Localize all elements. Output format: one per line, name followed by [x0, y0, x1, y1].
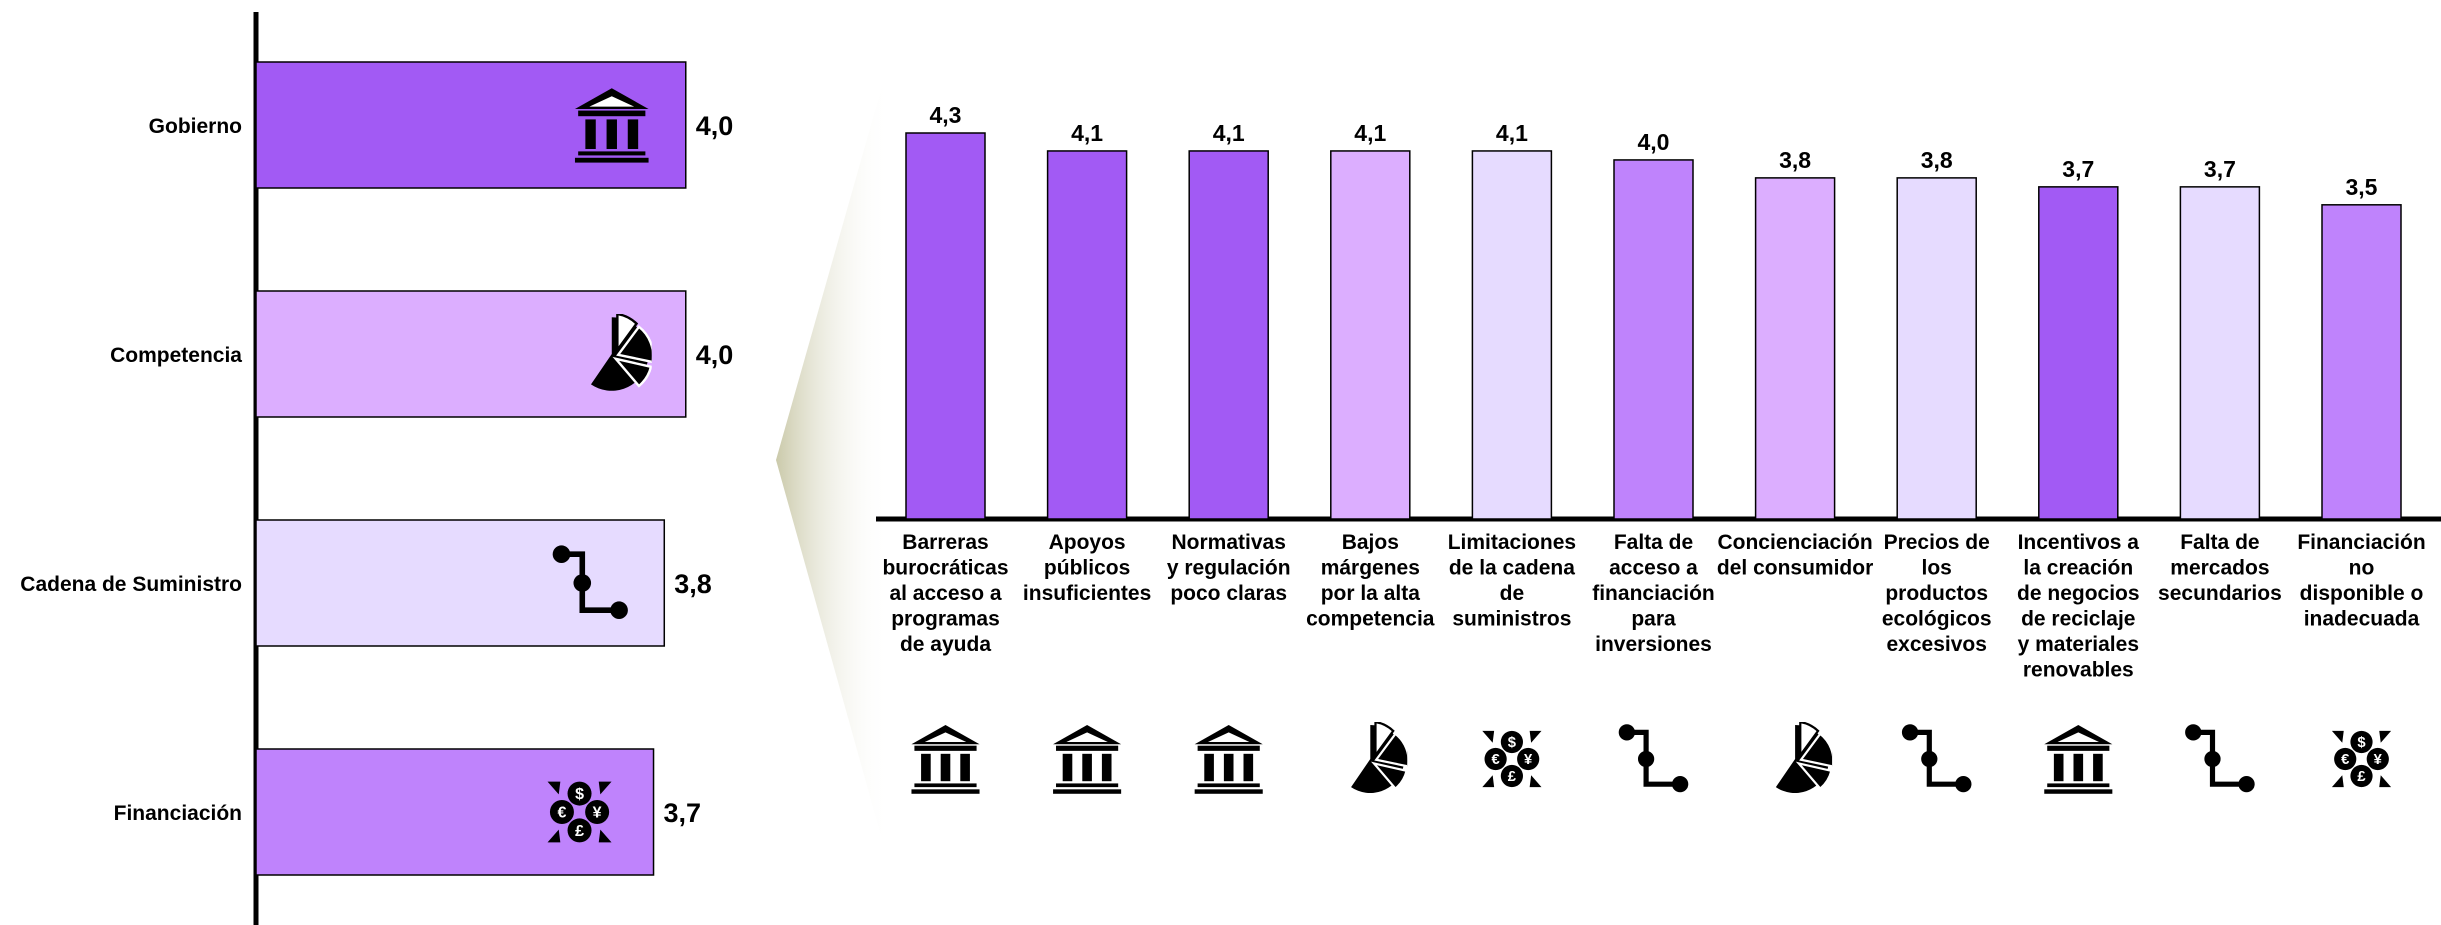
- supply-chain-icon: [1902, 724, 1972, 792]
- v-tick-label-incentivos-a-la-creacion-de-negocios-de-: Incentivos a la creación de negocios de rec…: [2017, 531, 2140, 682]
- funnel-connector: [776, 58, 890, 868]
- currency-exchange-icon: [2331, 730, 2392, 788]
- h-tick-label-financiacion: Financiación: [114, 802, 242, 825]
- h-value-label-financiacion: 3,7: [664, 798, 702, 828]
- h-value-label-competencia: 4,0: [696, 340, 734, 370]
- h-value-label-cadena-de-suministro: 3,8: [674, 569, 712, 599]
- v-value-label-falta-de-mercados-secundarios: 3,7: [2204, 156, 2236, 182]
- currency-exchange-icon: [1482, 730, 1542, 788]
- h-tick-label-cadena-de-suministro: Cadena de Suministro: [20, 573, 242, 596]
- v-tick-label-precios-de-los-productos-ecologicos-exce: Precios de los productos ecológicos excesivo…: [1882, 531, 1992, 656]
- v-tick-label-bajos-margenes-por-la-alta-competencia: Bajos márgenes por la alta competencia: [1306, 531, 1435, 631]
- v-value-label-concienciacion-del-consumidor: 3,8: [1779, 147, 1811, 173]
- government-building-icon: [911, 724, 980, 794]
- v-tick-label-financiacion-no-disponible-o-inadecuada: Financiación no disponible o inadecuada: [2297, 531, 2425, 631]
- pie-chart-icon: [1774, 722, 1833, 795]
- v-bar-falta-de-mercados-secundarios: [2179, 186, 2261, 520]
- v-tick-label-normativas-y-regulacion-poco-claras: Normativas y regulación poco claras: [1167, 531, 1291, 605]
- v-tick-label-barreras-burocraticas-al-acceso-a-progra: Barreras burocráticas al acceso a programas…: [882, 531, 1008, 656]
- v-bar-bajos-margenes-por-la-alta-competencia: [1330, 150, 1411, 520]
- v-bar-barreras-burocraticas-al-acceso-a-progra: [905, 132, 986, 520]
- v-bar-limitaciones-de-la-cadena-de-suministros: [1471, 150, 1553, 520]
- v-bar-financiacion-no-disponible-o-inadecuada: [2321, 204, 2402, 520]
- supply-chain-icon: [1619, 724, 1689, 792]
- v-bar-concienciacion-del-consumidor: [1754, 177, 1836, 520]
- government-building-icon: [1194, 724, 1263, 794]
- v-bar-precios-de-los-productos-ecologicos-exce: [1896, 177, 1977, 520]
- v-bar-apoyos-publicos-insuficientes: [1046, 150, 1128, 520]
- h-bar-cadena-de-suministro: [255, 519, 666, 647]
- v-value-label-apoyos-publicos-insuficientes: 4,1: [1071, 120, 1103, 146]
- government-building-icon: [2044, 724, 2113, 794]
- v-tick-label-apoyos-publicos-insuficientes: Apoyos públicos insuficientes: [1023, 531, 1151, 605]
- v-bar-incentivos-a-la-creacion-de-negocios-de-: [2038, 186, 2119, 520]
- v-value-label-incentivos-a-la-creacion-de-negocios-de-: 3,7: [2062, 156, 2094, 182]
- supply-chain-icon: [2185, 724, 2255, 792]
- v-bar-normativas-y-regulacion-poco-claras: [1188, 150, 1269, 520]
- v-bar-falta-de-acceso-a-financiacion-para-inve: [1613, 159, 1694, 520]
- government-building-icon: [1053, 724, 1122, 794]
- v-value-label-bajos-margenes-por-la-alta-competencia: 4,1: [1354, 120, 1386, 146]
- h-bar-gobierno: [255, 61, 687, 189]
- h-tick-label-competencia: Competencia: [110, 344, 242, 367]
- v-value-label-limitaciones-de-la-cadena-de-suministros: 4,1: [1496, 120, 1528, 146]
- v-value-label-barreras-burocraticas-al-acceso-a-progra: 4,3: [930, 102, 962, 128]
- v-value-label-financiacion-no-disponible-o-inadecuada: 3,5: [2346, 174, 2378, 200]
- h-tick-label-gobierno: Gobierno: [149, 115, 242, 138]
- pie-chart-icon: [1349, 722, 1408, 795]
- v-tick-label-limitaciones-de-la-cadena-de-suministros: Limitaciones de la cadena de suministros: [1448, 531, 1576, 631]
- v-value-label-precios-de-los-productos-ecologicos-exce: 3,8: [1921, 147, 1953, 173]
- v-value-label-falta-de-acceso-a-financiacion-para-inve: 4,0: [1638, 129, 1670, 155]
- v-tick-label-falta-de-acceso-a-financiacion-para-inve: Falta de acceso a financiación para inversio…: [1592, 531, 1715, 656]
- horizontal-bar-chart: Gobierno 4,0 Competencia 4,0 Cadena de Sumin…: [20, 12, 733, 925]
- h-value-label-gobierno: 4,0: [696, 111, 734, 141]
- v-tick-label-concienciacion-del-consumidor: Concienciación del consumidor: [1717, 531, 1873, 580]
- vertical-bar-chart: 4,3 Barreras burocráticas al acceso a progra…: [876, 102, 2441, 794]
- v-tick-label-falta-de-mercados-secundarios: Falta de mercados secundarios: [2158, 531, 2282, 605]
- v-value-label-normativas-y-regulacion-poco-claras: 4,1: [1213, 120, 1245, 146]
